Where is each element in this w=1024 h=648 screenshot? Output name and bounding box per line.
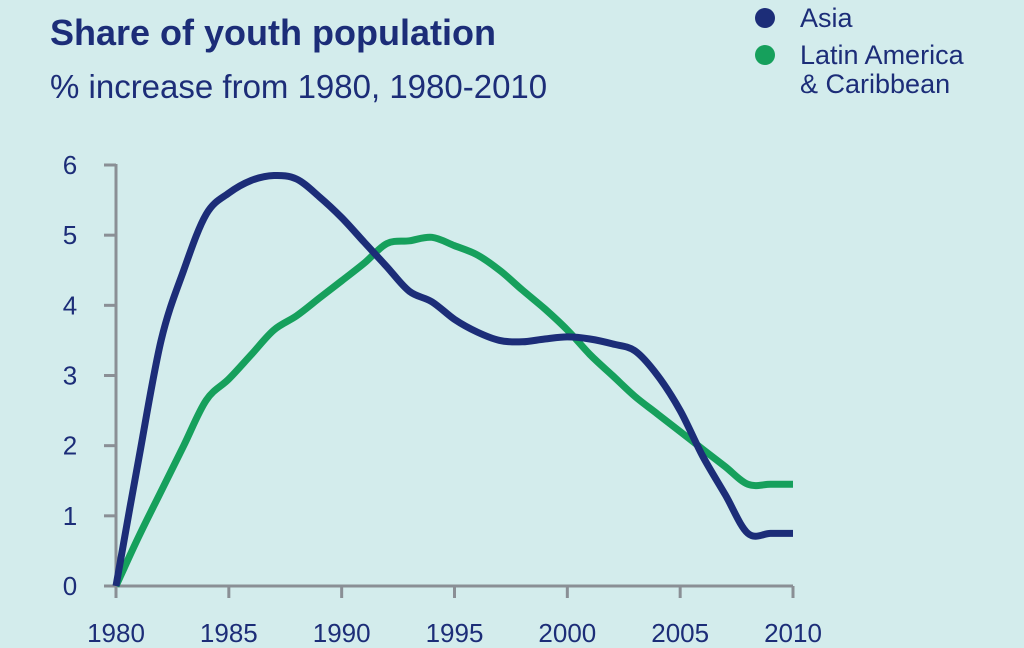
series-line-asia — [112, 171, 793, 587]
x-tick-label: 1985 — [200, 618, 258, 648]
y-tick-label: 4 — [63, 290, 77, 320]
x-tick-label: 2000 — [538, 618, 596, 648]
x-tick-label: 1980 — [87, 618, 145, 648]
x-tick-label: 2005 — [651, 618, 709, 648]
legend-item-asia: Asia — [755, 4, 964, 33]
series-line-latin-america — [112, 233, 793, 588]
legend-label-asia: Asia — [800, 3, 853, 33]
chart-title: Share of youth population — [50, 12, 496, 53]
x-tick-label: 1990 — [313, 618, 371, 648]
y-tick-label: 1 — [63, 501, 77, 531]
axes — [104, 163, 795, 598]
y-tick-label: 6 — [63, 150, 77, 180]
legend-dot-latin-america — [755, 45, 775, 65]
y-tick-label: 0 — [63, 571, 77, 601]
legend-item-latin-america: Latin America & Caribbean — [755, 41, 964, 99]
legend-label-latin-america: Latin America & Caribbean — [800, 40, 964, 99]
y-tick-label: 3 — [63, 361, 77, 391]
tick-labels: 0 1 2 3 4 5 6 1980 1985 1990 1995 2000 2005 2010 — [63, 150, 822, 648]
legend: Asia Latin America & Caribbean — [755, 4, 964, 107]
x-tick-label: 2010 — [764, 618, 822, 648]
y-tick-label: 5 — [63, 220, 77, 250]
series-lines — [112, 171, 793, 588]
x-tick-label: 1995 — [426, 618, 484, 648]
y-tick-label: 2 — [63, 431, 77, 461]
legend-dot-asia — [755, 8, 775, 28]
chart-subtitle: % increase from 1980, 1980-2010 — [50, 68, 548, 105]
